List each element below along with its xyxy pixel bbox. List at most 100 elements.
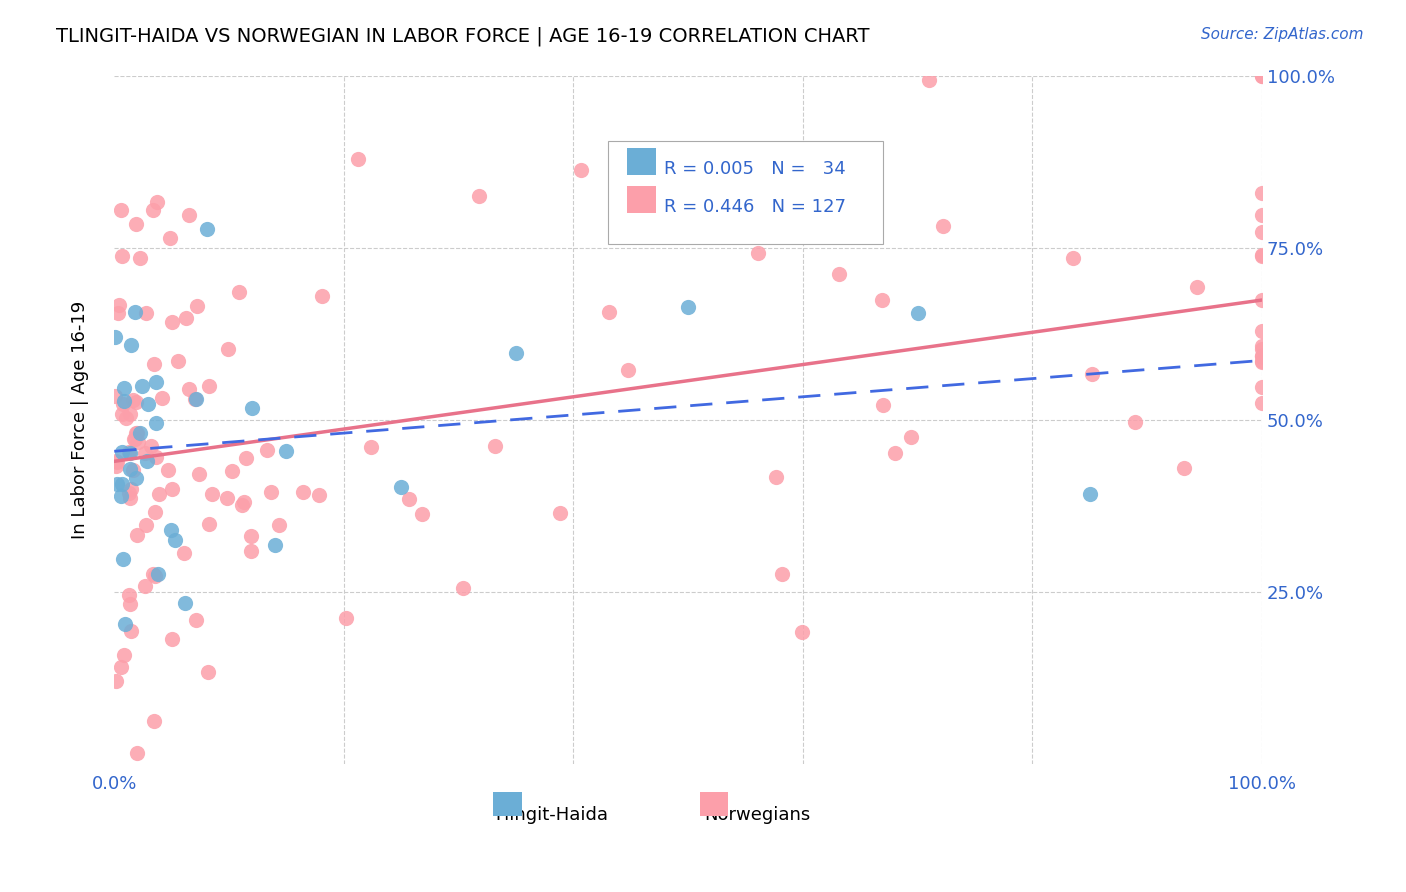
FancyBboxPatch shape — [627, 148, 657, 176]
Point — [1251, 226, 1274, 240]
Point — [124, 305, 146, 319]
Point — [179, 382, 201, 396]
Point — [159, 231, 181, 245]
Point — [118, 588, 141, 602]
Point — [1081, 367, 1104, 381]
Point — [150, 392, 173, 406]
Point — [110, 489, 132, 503]
Point — [1251, 349, 1274, 363]
Point — [124, 432, 146, 446]
Point — [138, 396, 160, 410]
Point — [1251, 186, 1274, 200]
FancyBboxPatch shape — [607, 141, 883, 244]
Point — [120, 482, 142, 496]
Point — [114, 381, 136, 395]
Point — [104, 330, 127, 344]
Point — [143, 505, 166, 519]
Point — [1251, 396, 1274, 410]
Point — [139, 439, 162, 453]
Point — [173, 596, 195, 610]
Point — [918, 73, 941, 87]
Point — [105, 673, 128, 688]
Point — [1251, 69, 1274, 83]
Point — [125, 395, 148, 409]
Point — [112, 648, 135, 663]
Point — [186, 392, 208, 406]
Point — [1185, 279, 1208, 293]
Point — [118, 486, 141, 500]
Point — [1251, 342, 1274, 356]
Point — [142, 203, 165, 218]
Point — [389, 480, 412, 494]
Point — [162, 632, 184, 646]
Point — [162, 482, 184, 496]
Point — [111, 476, 134, 491]
Point — [256, 443, 278, 458]
Point — [870, 293, 893, 307]
Point — [187, 467, 209, 481]
Point — [112, 394, 135, 409]
FancyBboxPatch shape — [700, 792, 728, 816]
Point — [1251, 69, 1274, 83]
Text: Norwegians: Norwegians — [704, 805, 810, 823]
Point — [676, 300, 699, 314]
Point — [125, 425, 148, 440]
Point — [145, 416, 167, 430]
Point — [1251, 349, 1274, 363]
Point — [131, 379, 153, 393]
Point — [143, 714, 166, 728]
Point — [1251, 293, 1274, 307]
Point — [120, 624, 142, 638]
Point — [112, 396, 135, 410]
Point — [505, 345, 527, 359]
Point — [129, 426, 152, 441]
Point — [122, 392, 145, 407]
Point — [411, 507, 433, 521]
Point — [197, 665, 219, 680]
Point — [828, 268, 851, 282]
Point — [122, 463, 145, 477]
Point — [143, 568, 166, 582]
Point — [617, 363, 640, 377]
Point — [1251, 353, 1274, 368]
Point — [235, 451, 257, 466]
Point — [145, 194, 167, 209]
Point — [884, 446, 907, 460]
Point — [346, 152, 368, 166]
Point — [264, 539, 287, 553]
Point — [484, 439, 506, 453]
Point — [104, 389, 127, 403]
FancyBboxPatch shape — [494, 792, 522, 816]
Point — [907, 306, 929, 320]
Point — [115, 411, 138, 425]
Point — [135, 517, 157, 532]
Point — [145, 450, 167, 464]
Point — [110, 660, 132, 674]
Point — [186, 613, 208, 627]
FancyBboxPatch shape — [627, 186, 657, 213]
Point — [177, 208, 200, 222]
Point — [217, 343, 239, 357]
Point — [134, 579, 156, 593]
Point — [260, 484, 283, 499]
Point — [157, 463, 180, 477]
Point — [267, 517, 290, 532]
Point — [765, 469, 787, 483]
Point — [770, 567, 793, 582]
Point — [197, 379, 219, 393]
Point — [308, 488, 330, 502]
Point — [110, 202, 132, 217]
Point — [107, 306, 129, 320]
Point — [108, 298, 131, 312]
Point — [1251, 248, 1274, 262]
Point — [468, 188, 491, 202]
Y-axis label: In Labor Force | Age 16-19: In Labor Force | Age 16-19 — [72, 301, 89, 539]
Point — [276, 444, 298, 458]
Text: Source: ZipAtlas.com: Source: ZipAtlas.com — [1201, 27, 1364, 42]
Point — [931, 219, 953, 234]
Point — [118, 408, 141, 422]
Point — [145, 376, 167, 390]
Point — [120, 597, 142, 611]
Point — [118, 444, 141, 458]
Point — [900, 430, 922, 444]
